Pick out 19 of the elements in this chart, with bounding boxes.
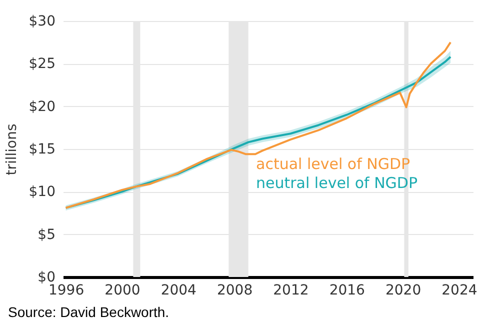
y-tick-label: $30 — [28, 14, 56, 30]
x-tick-label: 2016 — [329, 282, 366, 298]
y-tick-label: $25 — [28, 56, 56, 72]
y-tick-label: $15 — [28, 142, 56, 158]
y-tick-label: $10 — [28, 184, 56, 200]
x-tick-label: 2000 — [104, 282, 140, 298]
x-tick-label: 2008 — [216, 282, 253, 298]
series-label: actual level of NGDP — [256, 155, 410, 173]
y-axis-title: trillions — [4, 124, 20, 176]
x-tick-label: 2012 — [273, 282, 309, 298]
source-note: Source: David Beckworth. — [8, 304, 170, 320]
x-tick-label: 1996 — [48, 282, 84, 298]
x-tick-label: 2020 — [385, 282, 422, 298]
x-tick-label: 2004 — [160, 282, 197, 298]
x-tick-label: 2024 — [442, 282, 478, 298]
text: neutral level of NGDP — [256, 174, 418, 192]
y-tick-label: $0 — [38, 270, 56, 286]
y-tick-label: $20 — [28, 98, 56, 115]
y-tick-label: $5 — [38, 226, 56, 243]
